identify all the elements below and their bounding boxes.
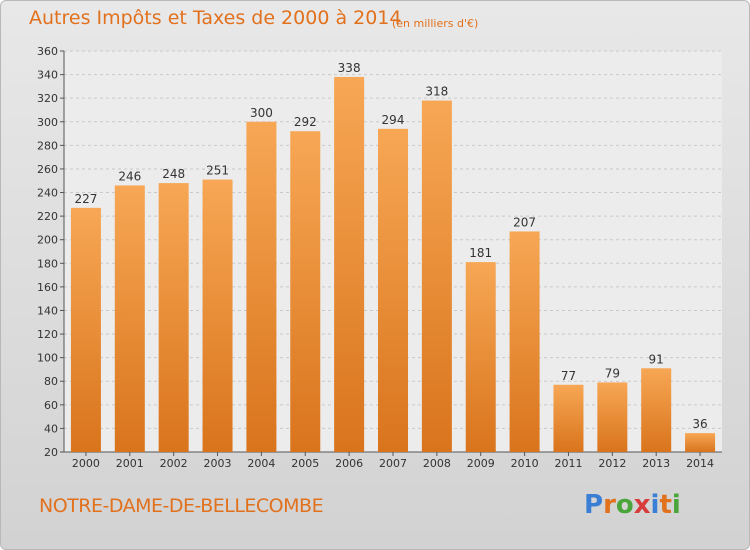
y-tick-label: 60 (44, 399, 58, 412)
y-tick-label: 260 (37, 163, 58, 176)
bar (114, 185, 145, 452)
bar (246, 121, 277, 452)
bar-value-label: 227 (74, 192, 97, 206)
proxiti-logo: Proxiti (584, 490, 681, 520)
chart-bars (70, 76, 716, 453)
bar-value-label: 77 (561, 369, 576, 383)
x-tick-label: 2009 (467, 457, 495, 470)
bar-value-label: 318 (425, 85, 448, 99)
x-tick-label: 2013 (642, 457, 670, 470)
x-tick-label: 2010 (511, 457, 539, 470)
y-tick-label: 340 (37, 69, 58, 82)
bar-value-label: 207 (513, 215, 536, 229)
bar (290, 131, 321, 452)
x-tick-label: 2005 (291, 457, 319, 470)
bar-value-label: 294 (382, 113, 405, 127)
y-tick-label: 240 (37, 187, 58, 200)
x-tick-label: 2008 (423, 457, 451, 470)
x-tick-label: 2003 (204, 457, 232, 470)
y-tick-label: 320 (37, 92, 58, 105)
x-tick-label: 2000 (72, 457, 100, 470)
chart-title: Autres Impôts et Taxes de 2000 à 2014 (29, 7, 402, 29)
x-tick-label: 2012 (598, 457, 626, 470)
bar-value-label: 36 (692, 417, 707, 431)
bar (685, 433, 716, 452)
y-tick-label: 160 (37, 281, 58, 294)
y-tick-label: 80 (44, 375, 58, 388)
bar (158, 183, 189, 452)
bar (378, 128, 408, 452)
x-tick-label: 2006 (335, 457, 363, 470)
x-tick-label: 2014 (686, 457, 714, 470)
x-tick-label: 2007 (379, 457, 407, 470)
bar (202, 179, 233, 452)
bar (465, 262, 496, 452)
bar (334, 76, 365, 453)
y-tick-label: 180 (37, 257, 58, 270)
bar (509, 231, 540, 452)
bar-value-label: 181 (469, 246, 492, 260)
y-tick-label: 140 (37, 304, 58, 317)
bar (553, 384, 584, 452)
bar (421, 100, 452, 453)
y-tick-label: 200 (37, 234, 58, 247)
y-tick-label: 280 (37, 139, 58, 152)
x-tick-label: 2001 (116, 457, 144, 470)
commune-name: NOTRE-DAME-DE-BELLECOMBE (39, 495, 324, 517)
chart-subtitle: (en milliers d'€) (392, 17, 479, 30)
y-tick-label: 220 (37, 210, 58, 223)
chart-labels: 227 2000 246 2001 248 2002 251 2003 300 2004 292 20… (72, 61, 714, 470)
y-tick-label: 20 (44, 446, 58, 459)
y-tick-label: 120 (37, 328, 58, 341)
bar-value-label: 79 (605, 366, 620, 380)
x-tick-label: 2011 (554, 457, 582, 470)
x-tick-label: 2004 (247, 457, 275, 470)
bar-value-label: 338 (338, 61, 361, 75)
bar-value-label: 248 (162, 167, 185, 181)
bar-value-label: 292 (294, 115, 317, 129)
bar-value-label: 251 (206, 164, 229, 178)
x-tick-label: 2002 (160, 457, 188, 470)
bar-value-label: 246 (118, 169, 141, 183)
bar (641, 368, 672, 452)
bar (70, 207, 101, 452)
bar-value-label: 300 (250, 106, 273, 120)
y-tick-label: 40 (44, 422, 58, 435)
y-tick-label: 360 (37, 45, 58, 58)
y-tick-label: 100 (37, 352, 58, 365)
y-tick-label: 300 (37, 116, 58, 129)
bar-value-label: 91 (649, 352, 664, 366)
bar (597, 382, 628, 452)
